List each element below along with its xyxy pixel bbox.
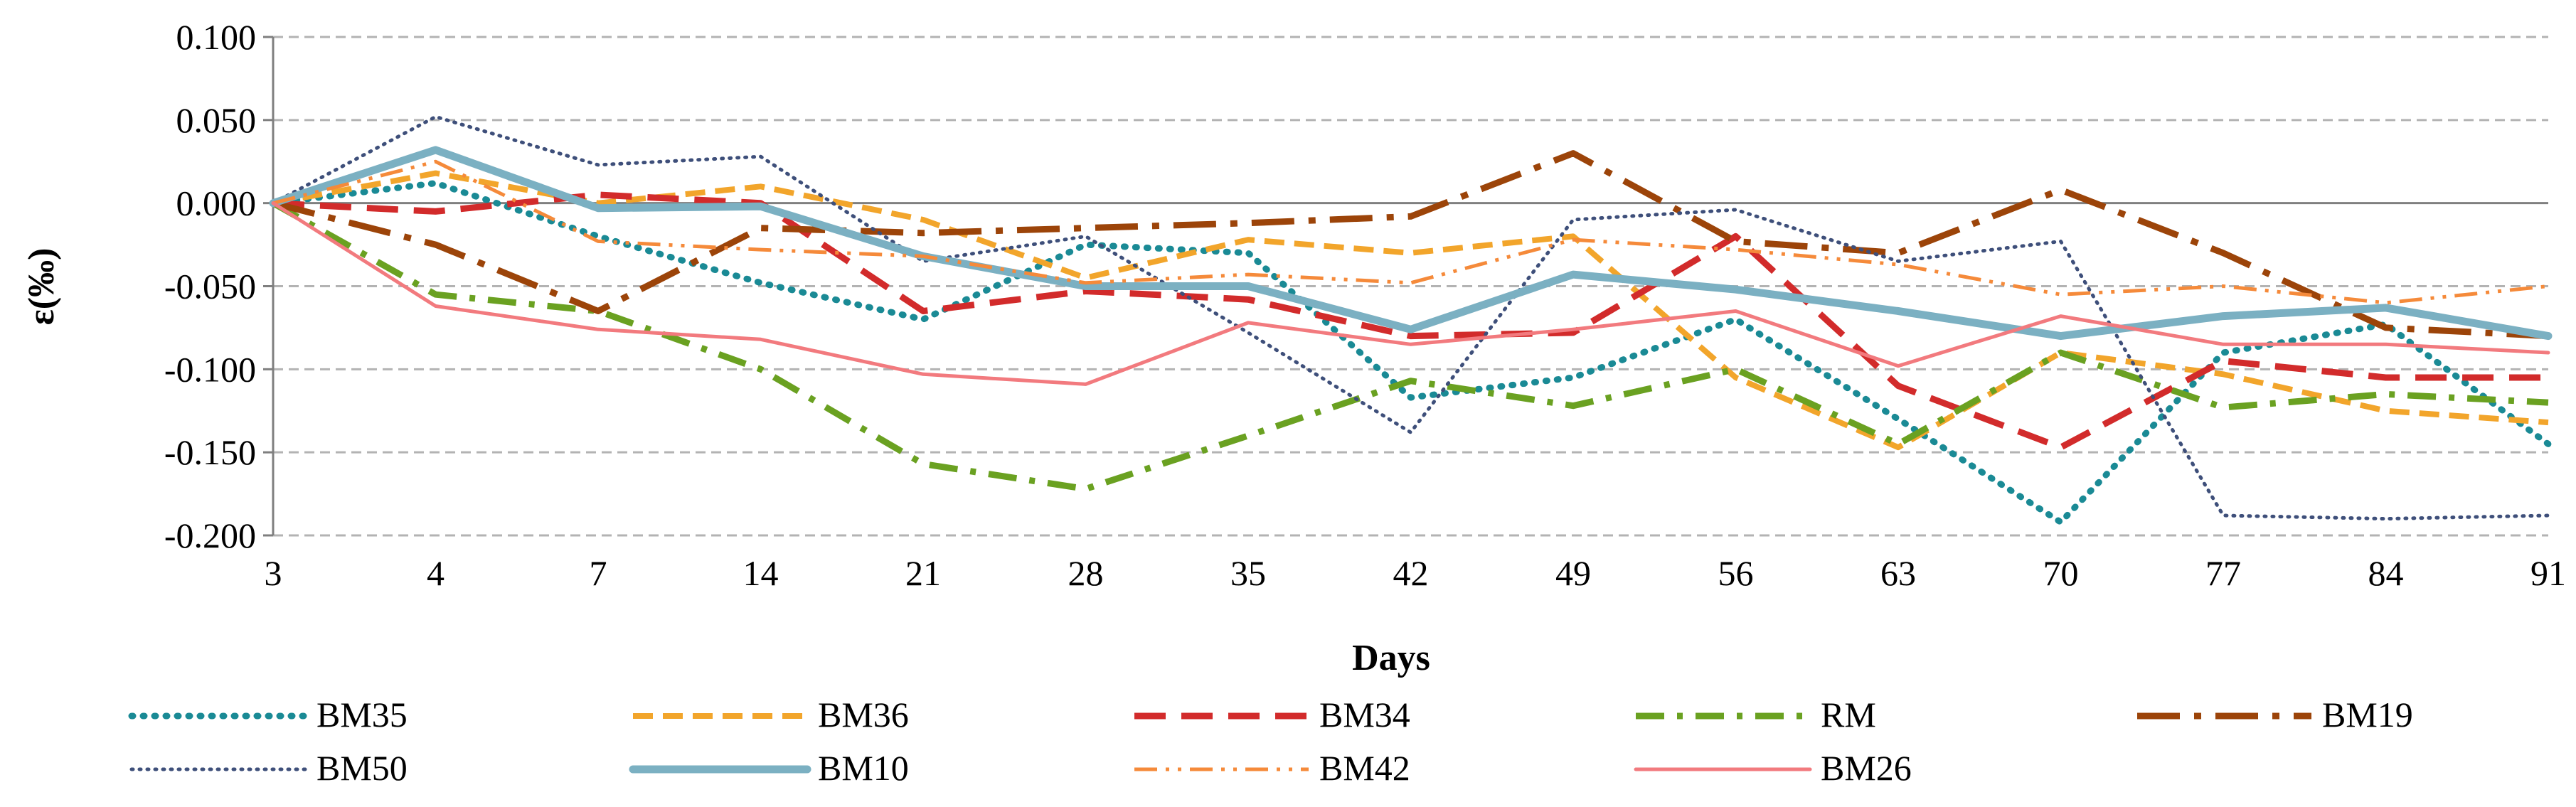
y-tick-label: -0.050 (164, 267, 256, 306)
legend-label-bm19: BM19 (2322, 695, 2413, 734)
legend-label-bm10: BM10 (818, 748, 909, 788)
x-tick-label: 21 (905, 553, 941, 593)
x-tick-label: 63 (1880, 553, 1916, 593)
legend-label-bm35: BM35 (316, 695, 408, 734)
x-tick-label: 35 (1230, 553, 1266, 593)
y-tick-label: -0.100 (164, 349, 256, 389)
series-lines (269, 114, 2553, 525)
y-tick-label: 0.000 (176, 183, 257, 223)
x-tick-label: 7 (590, 553, 607, 593)
y-tick-label: 0.100 (176, 17, 257, 57)
series-line-bm19 (272, 150, 2549, 340)
legend-label-bm42: BM42 (1319, 748, 1410, 788)
legend-label-bm50: BM50 (316, 748, 408, 788)
x-tick-label: 49 (1555, 553, 1591, 593)
x-tick-label: 91 (2530, 553, 2566, 593)
y-tick-label: -0.150 (164, 432, 256, 472)
legend-label-bm26: BM26 (1821, 748, 1912, 788)
series-line-rm (271, 200, 2549, 493)
series-line-bm50 (271, 114, 2550, 521)
x-tick-label: 70 (2043, 553, 2079, 593)
series-line-bm10 (269, 146, 2553, 341)
y-axis-title: ε(‰) (21, 248, 62, 326)
x-axis-title: Days (1352, 638, 1430, 678)
legend-label-bm34: BM34 (1319, 695, 1410, 734)
series-line-bm34 (272, 191, 2548, 451)
x-tick-label: 3 (265, 553, 282, 593)
series-line-bm35 (270, 180, 2552, 525)
series-line-bm42 (272, 159, 2549, 305)
y-tick-label: -0.200 (164, 515, 256, 555)
series-line-bm36 (272, 170, 2549, 451)
tick-labels: 0.1000.0500.000-0.050-0.100-0.150-0.2003… (164, 17, 2566, 593)
legend-label-bm36: BM36 (818, 695, 909, 734)
x-tick-label: 42 (1393, 553, 1429, 593)
gridlines (273, 36, 2548, 537)
x-tick-label: 14 (743, 553, 779, 593)
legend: BM35 BM36 BM34 RM BM19 BM50 BM10 BM42 BM26 (128, 695, 2413, 788)
series-line-bm26 (271, 201, 2550, 386)
axes (263, 36, 2548, 537)
x-tick-label: 84 (2368, 553, 2404, 593)
x-tick-label: 56 (1718, 553, 1754, 593)
x-tick-label: 77 (2205, 553, 2241, 593)
x-tick-label: 4 (427, 553, 445, 593)
x-tick-label: 28 (1068, 553, 1104, 593)
legend-label-rm: RM (1821, 695, 1876, 734)
y-tick-label: 0.050 (176, 100, 257, 140)
